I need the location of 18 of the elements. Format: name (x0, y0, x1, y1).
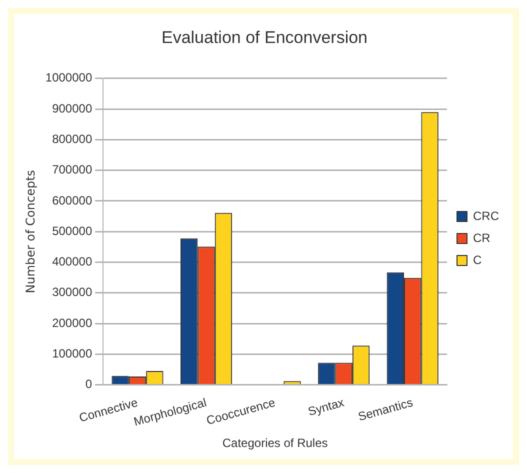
legend-label: CRC (473, 208, 500, 223)
y-tick-label: 400000 (52, 254, 92, 269)
chart-title: Evaluation of Enconversion (161, 28, 368, 47)
y-tick-label: 500000 (52, 224, 92, 238)
x-tick-label: Syntax (306, 395, 346, 419)
x-axis-title: Categories of Rules (222, 436, 328, 450)
legend-label: CR (473, 230, 491, 245)
y-tick-label: 100000 (52, 346, 92, 360)
y-tick-label: 900000 (52, 101, 92, 116)
y-tick-label: 1000000 (45, 70, 92, 85)
y-tick-label: 200000 (52, 316, 92, 330)
y-tick-label: 300000 (52, 285, 92, 300)
legend-label: C (473, 252, 482, 267)
y-tick-label: 0 (85, 377, 92, 392)
y-tick-label: 700000 (52, 162, 92, 177)
y-tick-label: 600000 (52, 193, 92, 208)
y-tick-label: 800000 (52, 132, 92, 146)
y-axis-title: Number of Concepts (23, 170, 38, 294)
